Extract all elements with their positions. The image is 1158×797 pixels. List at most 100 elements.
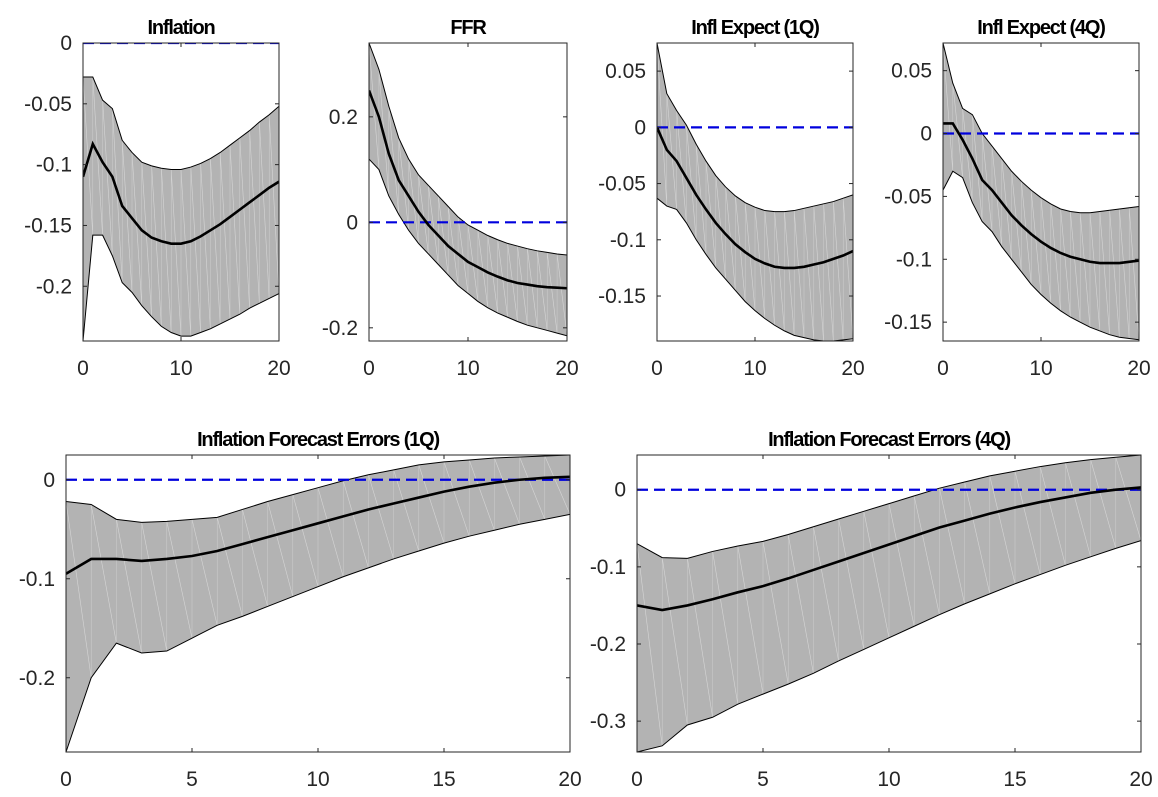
x-tick-label: 10 (1029, 357, 1052, 380)
band-mesh-line (66, 501, 92, 678)
band-mesh-line (964, 481, 991, 594)
x-tick-label: 20 (1129, 768, 1152, 791)
x-tick-label: 15 (1003, 768, 1026, 791)
band-mesh-line (546, 252, 558, 334)
band-mesh-line (342, 480, 369, 568)
panel-0: 0 10 20 0 -0.05 -0.1 -0.15 -0.2 Inflation (24, 17, 291, 380)
band-mesh-line (170, 169, 182, 337)
panel-title: Inflation (148, 17, 215, 39)
band-mesh-line (1119, 208, 1130, 339)
band-mesh-line (112, 108, 123, 283)
y-tick-label: 0 (60, 32, 72, 55)
band-mesh-line (239, 137, 250, 309)
band-mesh-line (661, 557, 688, 726)
band-mesh-line (943, 43, 954, 172)
plot-area (66, 455, 570, 752)
x-tick-label: 20 (267, 357, 290, 380)
band-mesh-line (393, 469, 420, 552)
x-tick-label: 0 (631, 768, 643, 791)
band-mesh-line (1090, 459, 1117, 549)
panel-4: 0 5 10 15 20 0 -0.1 -0.2 Inflation Forecast Erro… (19, 429, 582, 791)
band-mesh-line (537, 250, 548, 331)
band-mesh-line (981, 133, 993, 232)
band-mesh-line (527, 248, 538, 328)
x-tick-label: 10 (169, 357, 192, 380)
band-mesh-line (657, 43, 668, 207)
band-mesh-line (494, 457, 520, 525)
y-tick-label: -0.15 (884, 311, 932, 334)
band-mesh-line (544, 455, 570, 515)
median-response-line (943, 122, 1139, 265)
x-tick-label: 5 (757, 768, 769, 791)
band-mesh-line (116, 519, 142, 654)
median-response-line (369, 90, 567, 290)
band-mesh-line (219, 152, 231, 320)
upper-band-line (83, 76, 279, 170)
band-mesh-line (268, 114, 279, 294)
band-mesh-line (774, 211, 785, 331)
y-tick-label: -0.05 (24, 93, 72, 116)
band-mesh-line (1060, 208, 1071, 318)
lower-band-line (83, 234, 279, 341)
y-tick-label: -0.1 (610, 229, 646, 252)
y-tick-label: -0.1 (590, 556, 626, 579)
band-mesh-line (200, 163, 211, 329)
band-mesh-line (447, 206, 459, 286)
band-mesh-line (418, 174, 429, 255)
band-mesh-line (92, 77, 103, 236)
band-mesh-line (1050, 203, 1061, 311)
upper-band-line (637, 455, 1141, 559)
panel-title: Inflation Forecast Errors (1Q) (197, 429, 439, 451)
x-tick-label: 20 (1127, 357, 1150, 380)
plot-area (637, 455, 1141, 752)
y-tick-label: 0.2 (329, 106, 358, 129)
band-mesh-line (1109, 210, 1120, 338)
y-tick-label: -0.2 (36, 275, 72, 298)
x-tick-label: 5 (186, 768, 198, 791)
plot-area (83, 43, 279, 341)
plot-area (369, 43, 567, 337)
band-mesh-line (190, 167, 201, 333)
y-tick-label: 0 (634, 116, 646, 139)
band-mesh-line (519, 456, 546, 520)
y-tick-label: 0.05 (605, 60, 646, 83)
band-mesh-line (556, 253, 567, 336)
y-tick-label: -0.1 (36, 154, 72, 177)
plot-area (943, 43, 1139, 341)
x-tick-label: 0 (77, 357, 89, 380)
band-mesh-line (468, 459, 495, 531)
band-mesh-line (216, 517, 243, 617)
x-tick-label: 10 (877, 768, 900, 791)
y-tick-label: -0.05 (598, 173, 646, 196)
band-mesh-line (242, 509, 268, 607)
band-mesh-line (249, 130, 260, 304)
band-mesh-line (141, 522, 168, 652)
band-mesh-line (418, 464, 445, 544)
band-mesh-line (388, 106, 399, 215)
y-tick-label: -0.2 (322, 317, 358, 340)
band-mesh-line (368, 474, 394, 560)
band-mesh-line (838, 518, 865, 650)
band-mesh-line (1030, 190, 1042, 295)
band-mesh-line (784, 211, 795, 336)
y-tick-label: -0.1 (19, 568, 55, 591)
band-mesh-line (764, 210, 775, 326)
y-tick-label: 0 (614, 479, 626, 502)
band-mesh-line (229, 145, 241, 315)
band-mesh-line (1079, 212, 1091, 328)
band-mesh-line (259, 122, 270, 299)
band-mesh-line (637, 543, 663, 746)
band-mesh-line (166, 521, 193, 639)
band-mesh-line (141, 162, 152, 317)
panel-3: 0 10 20 0.05 0 -0.05 -0.1 -0.15 Infl Expect (4Q) (884, 17, 1151, 380)
band-mesh-line (1070, 211, 1081, 323)
lower-band-line (369, 158, 567, 337)
band-mesh-line (939, 488, 965, 604)
band-mesh-line (131, 152, 143, 306)
band-mesh-line (712, 551, 739, 705)
band-mesh-line (102, 100, 113, 256)
band-mesh-line (1089, 212, 1101, 331)
band-mesh-line (151, 165, 162, 327)
band-mesh-line (398, 137, 409, 231)
